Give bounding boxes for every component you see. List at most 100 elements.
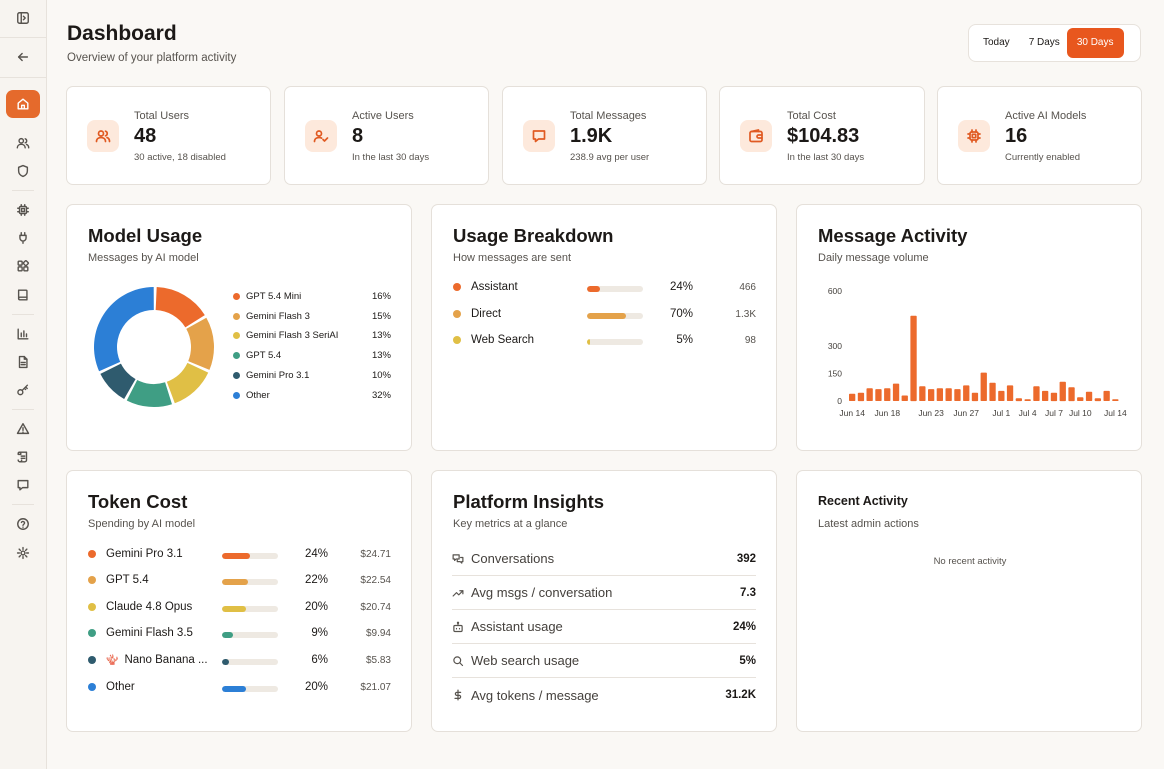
token-cost-pct: 22% bbox=[304, 574, 328, 586]
legend-item: Gemini Flash 3 15% bbox=[233, 311, 391, 322]
card-title: Usage Breakdown bbox=[453, 225, 614, 246]
stat-label: Total Messages bbox=[570, 110, 647, 122]
help-icon[interactable] bbox=[13, 514, 33, 534]
stat-note: 30 active, 18 disabled bbox=[134, 152, 226, 163]
model-emoji-icon: 🪸 bbox=[106, 654, 119, 666]
activity-bar bbox=[1015, 398, 1022, 402]
token-cost-amount: $24.71 bbox=[360, 549, 391, 560]
cpu-icon bbox=[958, 120, 990, 152]
book-icon[interactable] bbox=[13, 285, 33, 305]
series-dot bbox=[88, 656, 96, 664]
toggle-sidebar-icon[interactable] bbox=[13, 8, 33, 28]
progress-track bbox=[222, 606, 278, 612]
progress-fill bbox=[222, 579, 248, 585]
message-activity-chart: 600 300 150 0 Jun 14 Jun 18 Jun 23 Jun 27 Jul 1 J… bbox=[828, 286, 1127, 418]
bar-chart-icon[interactable] bbox=[13, 324, 33, 344]
token-cost-pct: 24% bbox=[304, 548, 328, 560]
key-icon[interactable] bbox=[13, 380, 33, 400]
x-tick-label: Jun 14 bbox=[839, 408, 865, 418]
stat-note: In the last 30 days bbox=[352, 152, 430, 163]
progress-fill bbox=[222, 553, 251, 559]
progress-fill bbox=[222, 632, 233, 638]
stat-value: 16 bbox=[1005, 125, 1028, 147]
token-cost-card: Token Cost Spending by AI model Gemini P… bbox=[66, 470, 412, 732]
x-tick-label: Jul 10 bbox=[1069, 408, 1092, 418]
home-icon[interactable] bbox=[6, 90, 40, 118]
activity-bar bbox=[884, 388, 891, 401]
cpu-nav-icon[interactable] bbox=[13, 200, 33, 220]
token-cost-amount: $9.94 bbox=[365, 628, 391, 639]
dollar-icon bbox=[452, 689, 466, 701]
warning-icon[interactable] bbox=[13, 419, 33, 439]
series-dot bbox=[88, 629, 96, 637]
stat-card-active-models: Active AI Models 16 Currently enabled bbox=[937, 86, 1142, 185]
plug-icon[interactable] bbox=[13, 228, 33, 248]
x-tick-label: Jun 27 bbox=[953, 408, 979, 418]
x-tick-label: Jul 1 bbox=[992, 408, 1010, 418]
stat-note: In the last 30 days bbox=[787, 152, 865, 163]
progress-track bbox=[587, 313, 643, 319]
range-7days-button[interactable]: 7 Days bbox=[1028, 37, 1060, 48]
message-activity-card: Message Activity Daily message volume 60… bbox=[796, 204, 1142, 451]
activity-bar bbox=[849, 393, 856, 401]
scroll-icon[interactable] bbox=[13, 447, 33, 467]
breakdown-row: Assistant bbox=[453, 281, 518, 293]
x-tick-label: Jun 23 bbox=[918, 408, 944, 418]
shield-icon[interactable] bbox=[13, 161, 33, 181]
token-cost-amount: $22.54 bbox=[360, 575, 391, 586]
card-title: Token Cost bbox=[88, 491, 188, 512]
page-title: Dashboard bbox=[67, 22, 177, 45]
activity-bar bbox=[1042, 390, 1049, 401]
progress-track bbox=[222, 686, 278, 692]
token-cost-pct: 20% bbox=[304, 681, 328, 693]
insight-row: Conversations 392 bbox=[452, 542, 756, 576]
back-arrow-icon[interactable] bbox=[13, 47, 33, 67]
progress-fill bbox=[222, 686, 246, 692]
stat-note: Currently enabled bbox=[1005, 152, 1080, 163]
range-today-button[interactable]: Today bbox=[983, 37, 1010, 48]
activity-bar bbox=[998, 390, 1005, 401]
progress-track bbox=[222, 579, 278, 585]
activity-bar bbox=[1006, 385, 1014, 401]
breakdown-count: 1.3K bbox=[735, 309, 756, 320]
token-cost-row: 🪸 Nano Banana ... bbox=[88, 654, 208, 666]
series-dot bbox=[88, 603, 96, 611]
breakdown-count: 466 bbox=[739, 282, 756, 293]
card-title: Recent Activity bbox=[818, 494, 908, 508]
card-title: Platform Insights bbox=[453, 491, 605, 512]
activity-bar bbox=[1050, 392, 1058, 402]
insight-row: Assistant usage 24% bbox=[452, 610, 756, 644]
activity-bar bbox=[945, 388, 952, 401]
stat-card-total-messages: Total Messages 1.9K 238.9 avg per user bbox=[502, 86, 707, 185]
activity-bar bbox=[866, 388, 873, 401]
token-cost-amount: $20.74 bbox=[360, 602, 391, 613]
wallet-icon bbox=[740, 120, 772, 152]
x-tick-label: Jul 4 bbox=[1019, 408, 1037, 418]
settings-icon[interactable] bbox=[13, 543, 33, 563]
progress-track bbox=[222, 632, 278, 638]
users-nav-icon[interactable] bbox=[13, 133, 33, 153]
breakdown-row: Web Search bbox=[453, 334, 534, 346]
token-cost-row: GPT 5.4 bbox=[88, 574, 149, 586]
donut-slice bbox=[100, 363, 136, 400]
x-tick-label: Jun 18 bbox=[875, 408, 901, 418]
progress-fill bbox=[222, 606, 246, 612]
insight-row: Web search usage 5% bbox=[452, 644, 756, 678]
legend-item: GPT 5.4 13% bbox=[233, 350, 391, 361]
card-subtitle: How messages are sent bbox=[453, 252, 571, 264]
stat-label: Active AI Models bbox=[1005, 110, 1087, 122]
progress-track bbox=[222, 659, 278, 665]
range-30days-button[interactable]: 30 Days bbox=[1066, 28, 1124, 58]
card-subtitle: Key metrics at a glance bbox=[453, 518, 568, 530]
y-tick-label: 300 bbox=[828, 341, 842, 351]
document-icon[interactable] bbox=[13, 352, 33, 372]
activity-bar bbox=[910, 315, 917, 402]
feedback-icon[interactable] bbox=[13, 475, 33, 495]
activity-bar bbox=[1033, 386, 1040, 401]
model-usage-card: Model Usage Messages by AI model GPT 5.4… bbox=[66, 204, 412, 451]
activity-bar bbox=[1024, 399, 1031, 401]
apps-icon[interactable] bbox=[13, 256, 33, 276]
stat-value: 8 bbox=[352, 125, 364, 147]
donut-slice bbox=[186, 317, 214, 370]
series-dot bbox=[88, 550, 96, 558]
